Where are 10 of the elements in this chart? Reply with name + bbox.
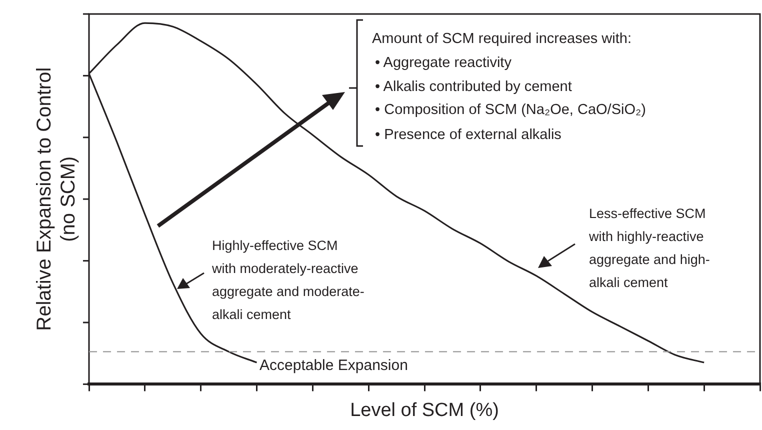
annotation: • Aggregate reactivity <box>375 54 512 73</box>
x-axis-title: Level of SCM (%) <box>350 400 499 421</box>
annotation: Less-effective SCM with highly-reactive aggregate and high- alkali cement <box>589 205 710 292</box>
ref-line-label: Acceptable Expansion <box>260 356 408 375</box>
y-axis-title: Relative Expansion to Control (no SCM) <box>34 67 80 331</box>
annotation: Amount of SCM required increases with: <box>372 30 632 49</box>
annotation: • Alkalis contributed by cement <box>375 78 572 97</box>
annotation: • Composition of SCM (Na₂Oe, CaO/SiO₂) <box>375 101 646 120</box>
annotation: • Presence of external alkalis <box>375 126 562 145</box>
annotation: Highly-effective SCM with moderately-reactive aggregate and moderate- alkali cement <box>212 237 364 324</box>
